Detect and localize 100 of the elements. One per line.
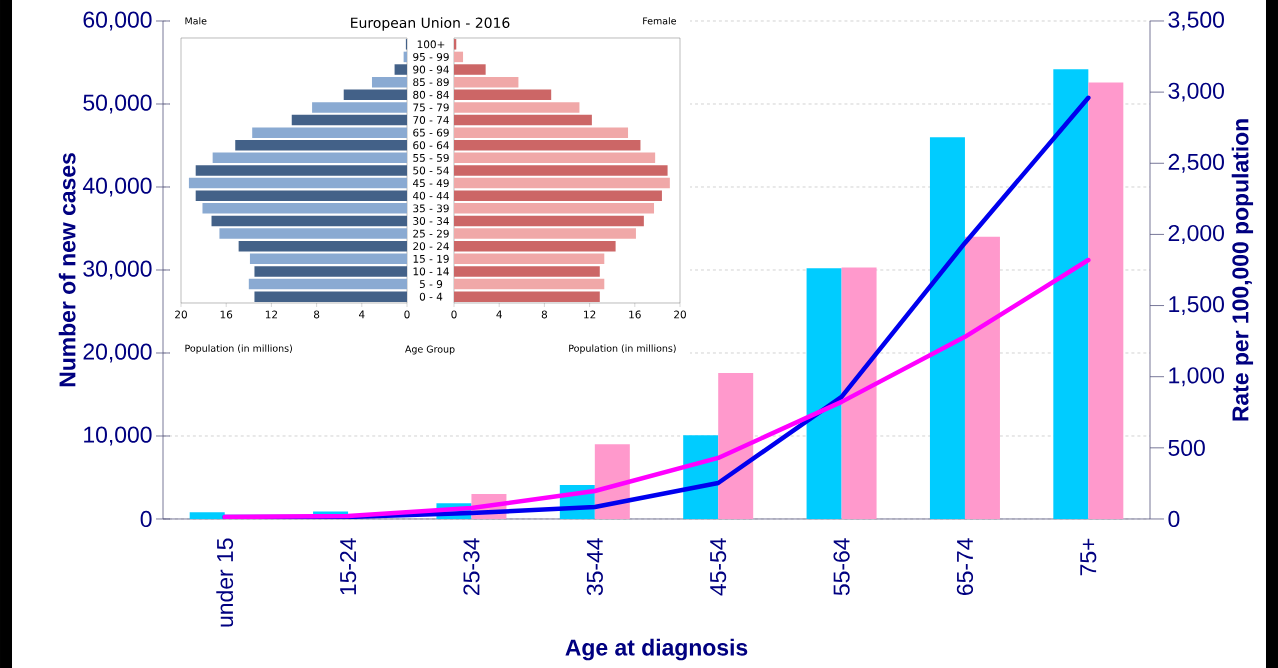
bar	[254, 266, 408, 277]
x-tick-label: 16	[220, 310, 233, 319]
bar	[219, 228, 408, 239]
y-tick-label: 20,000	[83, 343, 152, 363]
x-tick-label: 12	[584, 310, 596, 319]
bar	[454, 190, 662, 201]
bar	[212, 152, 408, 164]
x-tick-label: 20	[175, 310, 187, 319]
y2-tick-label: 0	[1168, 510, 1180, 528]
bar	[454, 39, 457, 50]
x-tick-label: 0	[404, 310, 410, 319]
bar	[371, 76, 408, 88]
bar	[454, 76, 519, 88]
bar	[454, 51, 464, 63]
x-tick-label: 4	[359, 310, 365, 319]
y-tick-label: 10 - 14	[413, 267, 449, 276]
x-tick-label: 55-64	[833, 538, 850, 596]
y2-tick-label: 3,500	[1168, 11, 1224, 31]
y-tick-label: 95 - 99	[413, 52, 449, 61]
bar	[454, 215, 644, 227]
bar	[454, 203, 655, 214]
x-tick-label: 65-74	[956, 538, 974, 595]
bar	[454, 152, 656, 164]
bar	[188, 177, 408, 189]
y-tick-label: 40 - 44	[413, 191, 449, 200]
bar	[248, 278, 408, 290]
x-axis-title: Population (in millions)	[185, 344, 292, 354]
x-tick-label: 8	[313, 310, 320, 319]
bar	[964, 236, 1000, 519]
y-tick-label: 70 - 74	[413, 116, 449, 124]
x-tick-label: 45-54	[710, 538, 727, 596]
bar	[195, 165, 408, 176]
chart-title: Male	[185, 17, 207, 25]
bar	[394, 64, 408, 75]
y-tick-label: 10,000	[84, 426, 152, 446]
x-tick-label: 16	[629, 310, 641, 319]
y-tick-label: 100+	[417, 40, 445, 49]
y-tick-label: 60,000	[83, 11, 152, 31]
bar	[454, 278, 605, 290]
bar	[454, 89, 552, 101]
y-tick-label: 35 - 39	[413, 204, 449, 213]
y2-tick-label: 2,500	[1168, 153, 1224, 173]
bar	[454, 177, 670, 189]
x-tick-label: 75+	[1080, 538, 1097, 576]
y-tick-label: 75 - 79	[413, 103, 449, 112]
x-tick-label: 8	[541, 310, 548, 319]
y-tick-label: 40,000	[82, 177, 152, 197]
chart-title: Female	[643, 17, 676, 25]
y-tick-label: 85 - 89	[413, 78, 449, 87]
bar	[312, 102, 408, 113]
bar	[454, 64, 486, 75]
bar	[454, 140, 641, 151]
x-tick-label: 12	[265, 310, 278, 319]
y2-tick-label: 1,000	[1169, 367, 1224, 387]
y-tick-label: 60 - 64	[413, 141, 449, 150]
x-axis-title: Age at diagnosis	[565, 638, 748, 661]
y-tick-label: 80 - 84	[413, 90, 449, 99]
y-tick-label: 65 - 69	[413, 128, 449, 137]
y-axis-title: Number of new cases	[58, 153, 76, 387]
x-tick-label: 4	[496, 310, 502, 319]
annotation: Age Group	[405, 345, 455, 355]
y-tick-label: 50,000	[83, 94, 152, 114]
annotation: European Union - 2016	[351, 17, 510, 31]
bar	[238, 240, 408, 252]
bar	[235, 140, 408, 151]
bar	[718, 372, 754, 519]
y-tick-label: 30 - 34	[413, 217, 449, 225]
y-tick-label: 5 - 9	[419, 280, 443, 289]
bar	[343, 89, 408, 101]
x-tick-label: 35-44	[586, 538, 603, 596]
bar	[202, 203, 408, 214]
y-tick-label: 0	[140, 510, 152, 528]
y2-tick-label: 1,500	[1169, 296, 1224, 316]
bar	[929, 137, 965, 519]
y2-tick-label: 3,000	[1168, 82, 1224, 102]
bar	[806, 268, 842, 519]
bar	[291, 114, 408, 126]
bar	[454, 102, 580, 113]
y-tick-label: 55 - 59	[413, 153, 449, 162]
bar	[454, 114, 592, 126]
y-tick-label: 20 - 24	[413, 242, 449, 251]
bar	[454, 165, 668, 176]
bar	[252, 127, 408, 138]
bar	[454, 228, 636, 239]
y-tick-label: 15 - 19	[413, 254, 449, 263]
bar	[454, 127, 629, 138]
y-tick-label: 0 - 4	[419, 292, 443, 301]
bar	[1053, 69, 1089, 519]
y2-tick-label: 500	[1168, 439, 1205, 456]
x-axis-title: Population (in millions)	[569, 344, 676, 354]
y-tick-label: 45 - 49	[413, 179, 449, 188]
y-tick-label: 50 - 54	[413, 166, 449, 175]
bar	[841, 267, 877, 519]
bar	[189, 512, 225, 519]
bar	[254, 291, 408, 302]
bar	[195, 190, 408, 201]
bar	[454, 240, 616, 252]
y2-tick-label: 2,000	[1168, 224, 1224, 244]
bar	[454, 253, 605, 265]
y-tick-label: 90 - 94	[413, 65, 449, 74]
